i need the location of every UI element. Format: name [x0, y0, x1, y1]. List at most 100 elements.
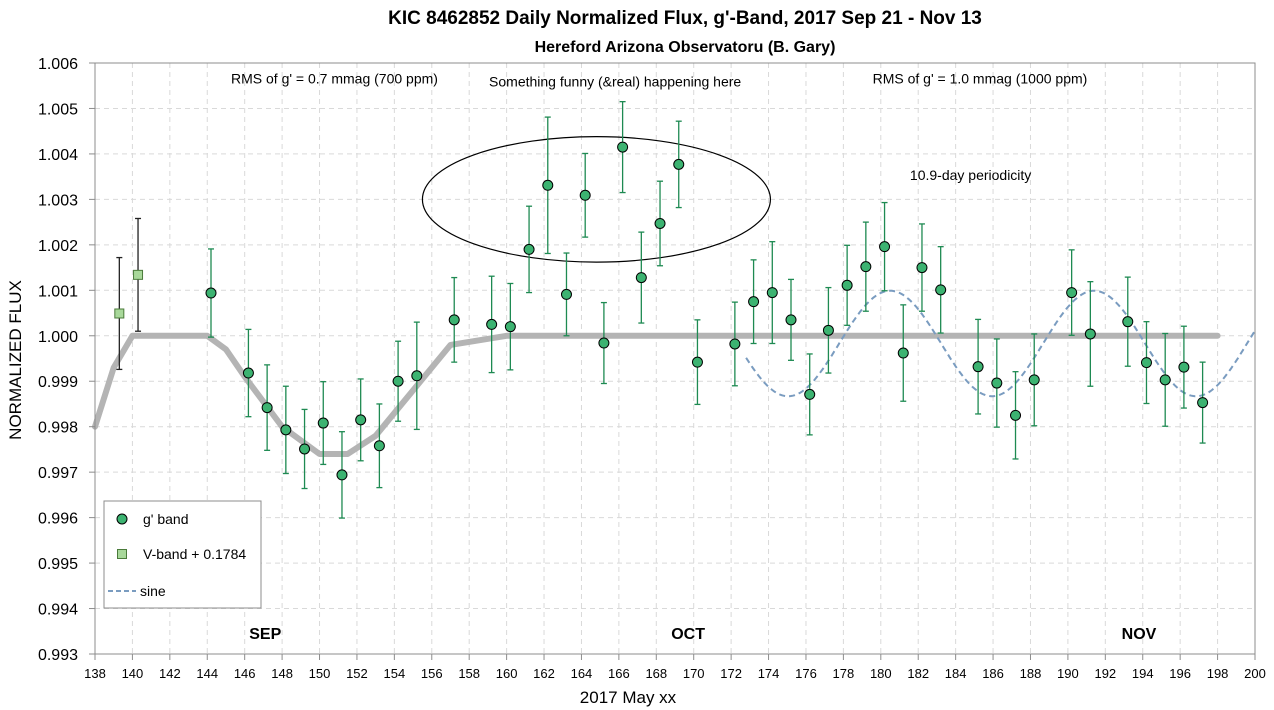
- y-tick-label: 1.004: [38, 147, 78, 164]
- x-tick-label: 180: [870, 666, 892, 681]
- y-tick-label: 1.000: [38, 329, 78, 346]
- x-tick-label: 178: [833, 666, 855, 681]
- model-line: [92, 332, 1221, 457]
- g-band-point: [448, 314, 460, 326]
- g-band-point: [673, 158, 685, 170]
- y-tick-label: 1.006: [38, 56, 78, 73]
- x-tick-label: 138: [84, 666, 106, 681]
- x-tick-label: 156: [421, 666, 443, 681]
- g-band-point: [1122, 316, 1134, 328]
- g-band-point: [822, 324, 834, 336]
- g-band-point: [897, 347, 909, 359]
- g-band-point: [355, 414, 367, 426]
- chart-subtitle: Hereford Arizona Observatoru (B. Gary): [535, 39, 836, 56]
- data-points-group: [114, 100, 1209, 519]
- x-tick-label: 164: [571, 666, 593, 681]
- x-tick-label: 198: [1207, 666, 1229, 681]
- legend-sine-label: sine: [140, 583, 166, 599]
- g-band-point: [1010, 409, 1022, 421]
- y-axis-label: NORMALIZED FLUX: [6, 280, 25, 440]
- g-band-point: [972, 361, 984, 373]
- g-band-point: [411, 370, 423, 382]
- g-band-point: [1066, 287, 1078, 299]
- x-tick-label: 146: [234, 666, 256, 681]
- g-band-point: [373, 440, 385, 452]
- x-tick-label: 158: [458, 666, 480, 681]
- month-label: NOV: [1122, 626, 1157, 643]
- g-band-point: [1197, 397, 1209, 409]
- g-band-point: [299, 443, 311, 455]
- g-band-point: [1084, 328, 1096, 340]
- x-tick-label: 188: [1020, 666, 1042, 681]
- highlight-ellipse: [421, 136, 772, 263]
- x-tick-label: 140: [122, 666, 144, 681]
- y-tick-label: 1.002: [38, 238, 78, 255]
- y-tick-label: 0.998: [38, 420, 78, 437]
- month-label: SEP: [249, 626, 281, 643]
- g-band-point: [1159, 374, 1171, 386]
- g-band-point: [860, 261, 872, 273]
- g-band-point: [617, 141, 629, 153]
- x-tick-label: 196: [1169, 666, 1191, 681]
- annotation: 10.9-day periodicity: [910, 167, 1031, 183]
- legend: g' band V-band + 0.1784 sine: [103, 500, 262, 609]
- g-band-point: [841, 279, 853, 291]
- v-band-point: [114, 308, 125, 319]
- x-tick-label: 166: [608, 666, 630, 681]
- x-tick-label: 176: [795, 666, 817, 681]
- g-band-point: [654, 217, 666, 229]
- legend-g-band-label: g' band: [143, 511, 189, 527]
- x-tick-label: 152: [346, 666, 368, 681]
- g-band-point: [635, 272, 647, 284]
- g-band-point: [935, 284, 947, 296]
- x-tick-label: 190: [1057, 666, 1079, 681]
- g-band-point: [579, 189, 591, 201]
- legend-g-band-marker: [116, 513, 128, 525]
- x-tick-label: 148: [271, 666, 293, 681]
- g-band-point: [317, 417, 329, 429]
- g-band-point: [804, 388, 816, 400]
- legend-box: [103, 500, 262, 609]
- annotations-group: RMS of g' = 0.7 mmag (700 ppm) Something …: [231, 70, 1157, 643]
- chart-title: KIC 8462852 Daily Normalized Flux, g'-Ba…: [388, 8, 982, 29]
- x-tick-label: 168: [645, 666, 667, 681]
- g-band-point: [542, 179, 554, 191]
- annotation: RMS of g' = 1.0 mmag (1000 ppm): [873, 70, 1088, 86]
- x-tick-label: 194: [1132, 666, 1154, 681]
- g-band-point: [205, 287, 217, 299]
- g-band-point: [261, 402, 273, 414]
- g-band-point: [523, 243, 535, 255]
- x-tick-label: 192: [1094, 666, 1116, 681]
- x-tick-label: 154: [384, 666, 406, 681]
- g-band-point: [991, 377, 1003, 389]
- x-tick-label: 144: [196, 666, 218, 681]
- y-tick-label: 1.001: [38, 283, 78, 300]
- g-band-point: [879, 241, 891, 253]
- x-tick-label: 200: [1244, 666, 1266, 681]
- g-band-point: [748, 296, 760, 308]
- g-band-point: [560, 288, 572, 300]
- axes-group: 138 140 142 144 146 148 150 152 154 156 158 160 162 1…: [38, 56, 1266, 681]
- g-band-point: [691, 356, 703, 368]
- g-band-point: [280, 424, 292, 436]
- y-tick-label: 1.003: [38, 192, 78, 209]
- y-tick-label: 0.995: [38, 556, 78, 573]
- x-tick-label: 142: [159, 666, 181, 681]
- y-tick-label: 0.994: [38, 602, 78, 619]
- g-band-point: [766, 287, 778, 299]
- legend-v-band-marker: [117, 549, 127, 559]
- legend-v-band-label: V-band + 0.1784: [143, 546, 246, 562]
- annotation: Something funny (&real) happening here: [489, 74, 741, 90]
- g-band-point: [336, 469, 348, 481]
- y-tick-label: 0.993: [38, 647, 78, 664]
- g-band-point: [916, 262, 928, 274]
- x-tick-label: 174: [758, 666, 780, 681]
- plot-frame: [94, 62, 1256, 655]
- g-band-point: [1028, 374, 1040, 386]
- highlight-ellipse-group: [421, 136, 772, 263]
- g-band-point: [486, 318, 498, 330]
- model-curve-group: [92, 332, 1221, 457]
- y-tick-label: 1.005: [38, 101, 78, 118]
- x-tick-label: 184: [945, 666, 967, 681]
- x-tick-label: 150: [309, 666, 331, 681]
